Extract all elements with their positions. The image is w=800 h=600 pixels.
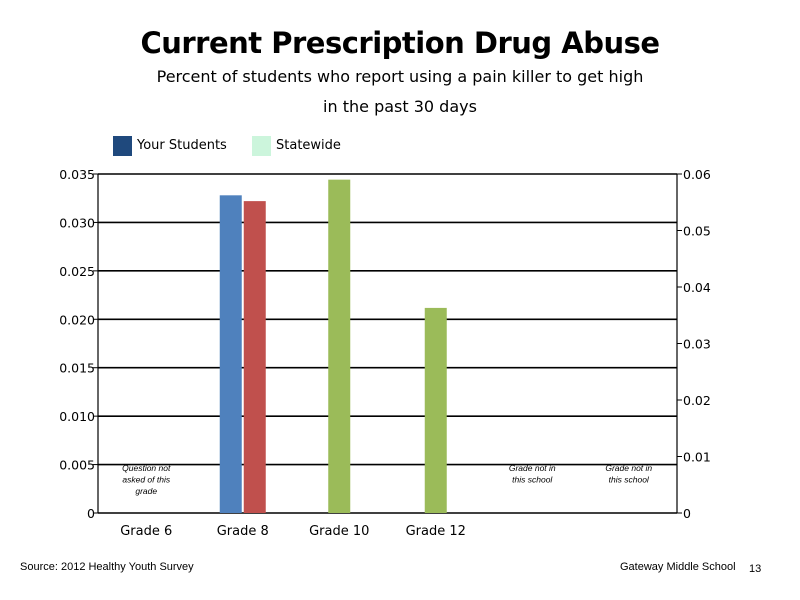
y-left-tick-label: 0.010 (59, 409, 95, 424)
school-name: Gateway Middle School (620, 561, 736, 573)
legend-swatch-statewide (252, 136, 271, 156)
source-note: Source: 2012 Healthy Youth Survey (20, 561, 194, 573)
chart-title: Current Prescription Drug Abuse (140, 26, 660, 60)
y-left-tick-label: 0.015 (59, 361, 95, 376)
y-right-tick-label: 0 (683, 506, 691, 521)
y-left-tick-label: 0.025 (59, 264, 95, 279)
bar (424, 307, 447, 513)
chart-note: Grade not in (509, 463, 556, 473)
chart-note: this school (609, 475, 650, 485)
x-tick-label: Grade 12 (406, 524, 466, 539)
y-right-tick-label: 0.05 (683, 224, 711, 239)
legend-swatch-your-students (113, 136, 132, 156)
chart-note: asked of this (122, 475, 170, 485)
chart-note: this school (512, 475, 553, 485)
bar (219, 195, 242, 513)
y-right-tick-label: 0.02 (683, 393, 711, 408)
bar (328, 179, 351, 513)
bar (243, 201, 266, 513)
x-tick-label: Grade 8 (217, 524, 269, 539)
y-left-tick-label: 0.005 (59, 458, 95, 473)
page-number: 13 (749, 563, 762, 575)
legend-label-your-students: Your Students (137, 138, 227, 153)
chart-subtitle-line-2: in the past 30 days (323, 97, 477, 116)
chart-note: Question not (122, 463, 171, 473)
y-left-tick-label: 0 (87, 506, 95, 521)
y-right-tick-label: 0.01 (683, 450, 711, 465)
y-left-tick-label: 0.035 (59, 167, 95, 182)
x-tick-label: Grade 6 (120, 524, 172, 539)
x-tick-label: Grade 10 (309, 524, 369, 539)
y-right-tick-label: 0.06 (683, 167, 711, 182)
legend-label-statewide: Statewide (276, 138, 341, 153)
y-right-tick-label: 0.04 (683, 280, 711, 295)
y-left-tick-label: 0.020 (59, 312, 95, 327)
y-left-tick-label: 0.030 (59, 215, 95, 230)
chart-note: Grade not in (605, 463, 652, 473)
chart-note: grade (135, 486, 157, 496)
y-right-tick-label: 0.03 (683, 337, 711, 352)
chart-subtitle-line-1: Percent of students who report using a p… (156, 67, 644, 86)
